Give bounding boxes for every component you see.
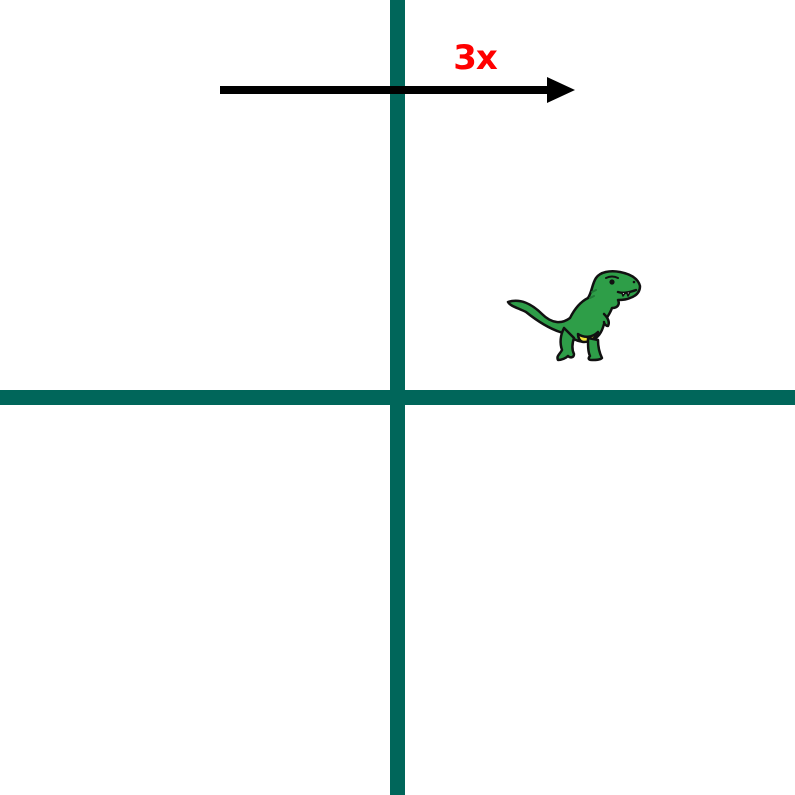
dino-nostril: [632, 280, 636, 284]
dino-eye: [609, 279, 615, 285]
horizontal-axis-line: [0, 390, 795, 405]
dino-back-ridges: [589, 289, 597, 299]
dino-arm: [602, 312, 611, 328]
dino-front-leg: [586, 336, 604, 362]
dino-brow: [605, 275, 619, 279]
right-arrow-icon: [220, 77, 575, 103]
t-rex-dinosaur-icon: [506, 270, 642, 362]
dino-back-leg: [556, 326, 576, 362]
dino-body: [506, 270, 642, 343]
arrow-head: [547, 77, 575, 103]
multiplier-label: 3x: [453, 38, 498, 78]
dino-teeth: [621, 291, 631, 297]
